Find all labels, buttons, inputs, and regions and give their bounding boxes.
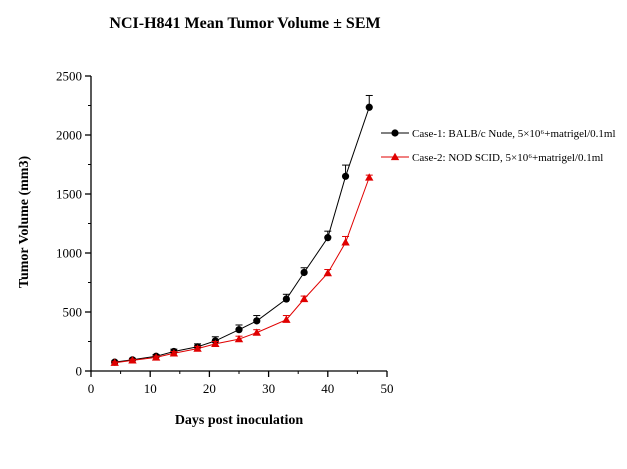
data-point — [282, 295, 290, 303]
y-tick-label: 500 — [63, 305, 83, 320]
data-point — [252, 328, 261, 336]
series-1 — [111, 94, 373, 366]
data-point — [300, 268, 308, 277]
y-tick-label: 1500 — [56, 187, 82, 202]
x-tick-label: 20 — [203, 381, 216, 396]
data-point — [323, 268, 332, 277]
x-axis-label: Days post inoculation — [175, 413, 304, 428]
data-point — [128, 356, 137, 364]
series-line — [114, 177, 370, 364]
data-point — [365, 103, 373, 111]
series-line — [114, 107, 370, 363]
x-tick-label: 10 — [144, 381, 157, 396]
data-point — [253, 317, 261, 325]
series-layer — [110, 94, 374, 366]
x-tick-label: 50 — [381, 381, 394, 396]
data-point — [341, 238, 350, 246]
y-axis-label: Tumor Volume (mm3) — [17, 156, 32, 289]
series-2 — [110, 173, 374, 366]
data-point — [193, 344, 202, 352]
legend-label: Case-2: NOD SCID, 5×10⁶+matrigel/0.1ml — [412, 152, 603, 164]
legend-marker — [391, 129, 399, 137]
legend-marker — [390, 152, 400, 161]
data-point — [324, 234, 332, 242]
legend-label: Case-1: BALB/c Nude, 5×10⁶+matrigel/0.1m… — [412, 128, 616, 140]
data-point — [365, 173, 374, 181]
legend: Case-1: BALB/c Nude, 5×10⁶+matrigel/0.1m… — [381, 128, 616, 164]
data-point — [341, 172, 350, 180]
data-point — [234, 334, 244, 343]
y-tick-label: 2000 — [56, 128, 82, 143]
data-point — [110, 358, 119, 366]
data-point — [235, 326, 243, 334]
x-tick-label: 40 — [321, 381, 334, 396]
data-point — [299, 294, 309, 303]
x-tick-label: 30 — [262, 381, 275, 396]
data-point — [282, 315, 291, 323]
data-point — [169, 349, 179, 357]
y-tick-label: 2500 — [56, 69, 82, 84]
chart-title: NCI-H841 Mean Tumor Volume ± SEM — [109, 15, 380, 32]
y-tick-label: 0 — [76, 364, 83, 379]
data-point — [211, 339, 220, 348]
data-point — [151, 353, 161, 361]
y-tick-label: 1000 — [56, 246, 82, 261]
x-tick-label: 0 — [88, 381, 95, 396]
